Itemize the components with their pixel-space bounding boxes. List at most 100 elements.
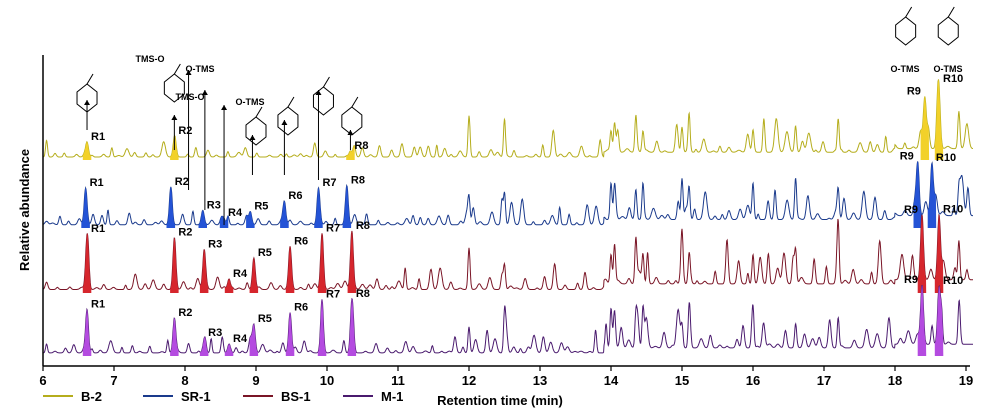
- highlighted-peak: [81, 188, 90, 228]
- peak-label: R7: [322, 177, 336, 189]
- peak-label: R10: [943, 204, 963, 216]
- arrow-head: [201, 90, 208, 95]
- structure-label: O-TMS: [186, 64, 215, 74]
- highlighted-peak: [342, 185, 352, 228]
- highlighted-peak: [246, 211, 255, 228]
- peak-label: R8: [356, 288, 370, 300]
- x-tick-label: 6: [39, 373, 46, 388]
- peak-label: R1: [91, 223, 105, 235]
- highlighted-peak: [934, 286, 944, 356]
- peak-label: R8: [351, 175, 365, 187]
- series-trace-sr-1: [42, 161, 973, 226]
- peak-label: R4: [233, 268, 248, 280]
- highlighted-peak: [199, 336, 209, 356]
- x-tick-label: 11: [391, 373, 405, 388]
- peak-label: R9: [904, 204, 918, 216]
- axes-layer: 6 7 8 9 10 11 12 13 14 15 16 17 18 19 Relative abunda…: [17, 55, 973, 408]
- legend-label: M-1: [381, 389, 403, 404]
- arrow-head: [315, 90, 322, 95]
- peak-label: R8: [354, 140, 368, 152]
- highlighted-peak: [934, 79, 944, 160]
- highlighted-peak: [166, 186, 176, 228]
- highlighted-peak: [170, 317, 179, 356]
- peak-label: R3: [208, 327, 222, 339]
- peak-label: R6: [294, 302, 308, 314]
- peak-label: R7: [326, 222, 340, 234]
- peak-label: R3: [208, 239, 222, 251]
- arrow-head: [221, 105, 228, 110]
- highlighted-peak: [920, 96, 930, 160]
- peak-label: R1: [90, 177, 104, 189]
- peak-label: R3: [207, 199, 221, 211]
- peak-label: R1: [91, 298, 105, 310]
- molecule-structure: [245, 106, 267, 146]
- highlighted-peak: [346, 145, 355, 160]
- highlighted-peak: [82, 233, 92, 293]
- x-tick-label: 8: [181, 373, 188, 388]
- peak-label: R10: [943, 73, 963, 85]
- peak-label: R2: [178, 307, 192, 319]
- highlighted-peak: [170, 237, 179, 293]
- series-trace-m-1: [43, 284, 973, 354]
- arrow-head: [281, 120, 288, 125]
- highlighted-peak: [280, 200, 289, 228]
- x-tick-label: 14: [604, 373, 619, 388]
- legend: B-2 SR-1 BS-1 M-1: [43, 389, 403, 404]
- highlighted-peak: [82, 141, 92, 160]
- molecule-structure: [895, 6, 917, 46]
- y-axis-title: Relative abundance: [17, 149, 32, 271]
- highlighted-peak: [224, 344, 234, 356]
- peak-label: R6: [288, 190, 302, 202]
- series-trace-b-2: [42, 79, 973, 158]
- x-axis-title: Retention time (min): [437, 393, 563, 408]
- highlighted-peak: [314, 187, 323, 228]
- x-tick-label: 17: [817, 373, 831, 388]
- structure-label: TMS-O: [176, 92, 205, 102]
- legend-label: B-2: [81, 389, 102, 404]
- molecule-structure: [312, 76, 334, 116]
- x-tick-label: 9: [252, 373, 259, 388]
- peak-label: R2: [175, 176, 189, 188]
- highlighted-peak: [224, 279, 234, 293]
- molecule-structure: [937, 6, 959, 46]
- peak-label: R9: [900, 150, 914, 162]
- arrow-head: [249, 135, 256, 140]
- molecule-structure: [277, 96, 299, 136]
- peak-label: R9: [907, 85, 921, 97]
- traces-layer: [42, 79, 973, 356]
- peak-label: R5: [258, 313, 272, 325]
- x-tick-label: 13: [533, 373, 547, 388]
- arrow-head: [171, 115, 178, 120]
- peak-label: R1: [91, 131, 105, 143]
- x-tick-label: 16: [746, 373, 760, 388]
- highlighted-peak: [927, 163, 937, 228]
- annotations-layer: R1 R2 R8 R9 R10 R1 R2 R3 R4 R5 R6 R7 R8 R9 R10 R1 R2 R3 R4…: [76, 6, 963, 345]
- highlighted-peak: [317, 299, 327, 356]
- highlighted-peak: [285, 312, 295, 356]
- peak-label: R10: [936, 152, 956, 164]
- arrow-head: [84, 100, 91, 105]
- highlighted-peak: [347, 298, 357, 356]
- highlighted-peak: [249, 258, 259, 293]
- arrow-head: [347, 130, 354, 135]
- peak-label: R5: [258, 247, 272, 259]
- peak-label: R9: [904, 274, 918, 286]
- x-tick-label: 19: [959, 373, 973, 388]
- highlighted-peak: [82, 309, 92, 356]
- x-tick-label: 10: [320, 373, 334, 388]
- structure-label: O-TMS: [934, 64, 963, 74]
- x-tick-label: 12: [462, 373, 476, 388]
- structure-label: TMS-O: [136, 54, 165, 64]
- molecule-structure: [341, 96, 363, 136]
- structure-label: O-TMS: [891, 64, 920, 74]
- legend-label: SR-1: [181, 389, 211, 404]
- peak-label: R8: [356, 220, 370, 232]
- x-ticks: 6 7 8 9 10 11 12 13 14 15 16 17 18 19: [39, 366, 973, 388]
- structure-label: O-TMS: [236, 97, 265, 107]
- highlighted-peak: [249, 324, 259, 356]
- peak-label: R4: [228, 207, 243, 219]
- arrow-head: [185, 70, 192, 75]
- highlighted-peak: [317, 233, 327, 293]
- highlighted-peak: [285, 246, 295, 293]
